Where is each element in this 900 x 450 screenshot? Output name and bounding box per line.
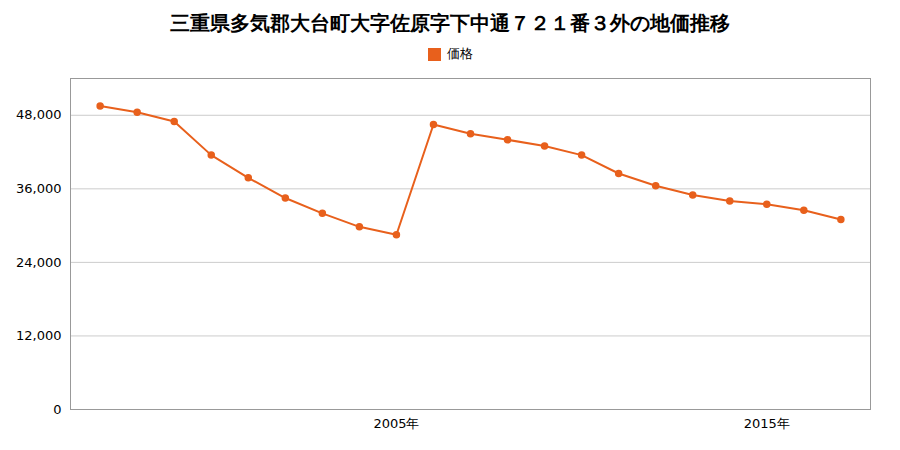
html-text:三重県多気郡大台町大字佐原字下中通７２１番３外の地価推移: 三重県多気郡大台町大字佐原字下中通７２１番３外の地価推移 [170,11,730,35]
svg-text:12,000: 12,000 [16,328,62,343]
svg-text:36,000: 36,000 [16,181,62,196]
svg-text:48,000: 48,000 [16,107,62,122]
svg-text:2015年: 2015年 [744,416,790,431]
svg-text:24,000: 24,000 [16,255,62,270]
svg-text:0: 0 [53,402,61,417]
svg-text:2005年: 2005年 [373,416,419,431]
html-text:価格: 価格 [446,46,473,61]
